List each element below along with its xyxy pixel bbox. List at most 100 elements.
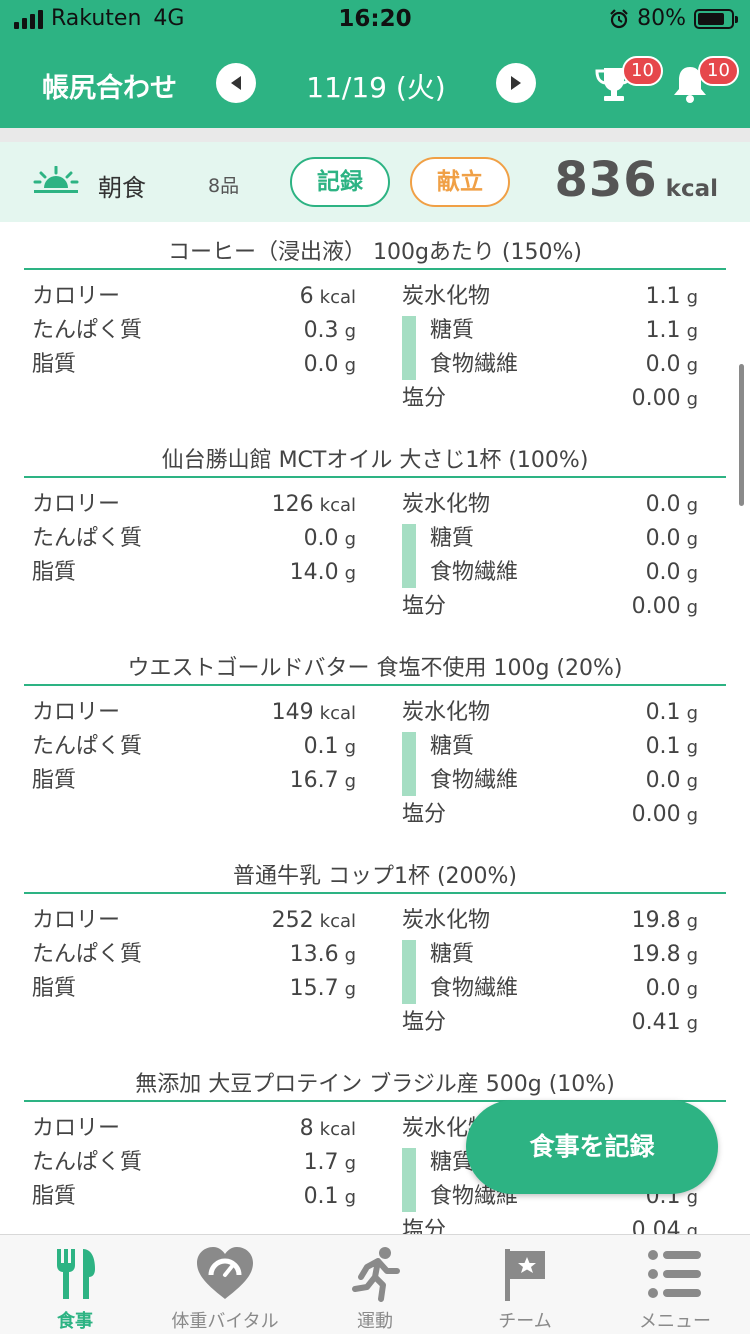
record-meal-button[interactable]: 食事を記録 bbox=[466, 1100, 718, 1194]
fiber-value: 0.0 g bbox=[646, 558, 698, 588]
carb-breakdown-bar bbox=[402, 940, 416, 1004]
food-title[interactable]: 無添加 大豆プロテイン ブラジル産 500g (10%) bbox=[135, 1072, 615, 1097]
fat-value: 14.0 g bbox=[290, 558, 356, 588]
sugar-value: 19.8 g bbox=[632, 940, 698, 970]
fiber-value-text: 0.0 bbox=[645, 976, 681, 1001]
food-item[interactable]: 仙台勝山館 MCTオイル 大さじ1杯 (100%) カロリー 126 kcal たんぱく… bbox=[0, 430, 750, 638]
status-right: 80% bbox=[609, 6, 738, 31]
salt-label-text: 塩分 bbox=[402, 802, 447, 827]
status-left: Rakuten 4G bbox=[14, 6, 184, 31]
salt-value-text: 0.41 bbox=[631, 1010, 681, 1035]
previous-day-button[interactable] bbox=[216, 63, 256, 103]
salt-value-text: 0.00 bbox=[631, 386, 681, 411]
calorie-label-text: カロリー bbox=[32, 284, 121, 309]
protein-value: 1.7 g bbox=[304, 1148, 356, 1178]
salt-value: 0.41 g bbox=[632, 1008, 698, 1038]
fat-value-text: 16.7 bbox=[289, 768, 339, 793]
sugar-label-text: 糖質 bbox=[430, 318, 475, 343]
carbs-label-text: 炭水化物 bbox=[402, 908, 491, 933]
fat-value-unit: g bbox=[344, 563, 356, 584]
tab-meal[interactable]: 食事 bbox=[0, 1235, 150, 1334]
current-date[interactable]: 11/19 (火) bbox=[306, 71, 446, 104]
carb-breakdown-bar bbox=[402, 732, 416, 796]
battery-percent: 80% bbox=[637, 6, 686, 31]
flag-icon bbox=[505, 1249, 545, 1301]
fat-label-text: 脂質 bbox=[32, 352, 77, 377]
fiber-value: 0.0 g bbox=[646, 766, 698, 796]
carbs-value-text: 1.1 bbox=[645, 284, 681, 309]
fat-value: 16.7 g bbox=[290, 766, 356, 796]
sugar-label: 糖質 bbox=[430, 732, 474, 762]
calorie-value-unit: kcal bbox=[319, 703, 356, 724]
tab-team-label: チーム bbox=[498, 1311, 552, 1332]
sugar-value-text: 0.1 bbox=[645, 734, 681, 759]
food-list[interactable]: コーヒー（浸出液） 100gあたり (150%) カロリー 6 kcal たんぱく質 0.… bbox=[0, 222, 750, 1234]
meal-item-count: 8品 bbox=[208, 175, 240, 197]
carbs-label: 炭水化物 bbox=[402, 698, 490, 728]
salt-label: 塩分 bbox=[402, 384, 446, 414]
salt-value-unit: g bbox=[686, 805, 698, 826]
tab-menu-label: メニュー bbox=[639, 1311, 711, 1332]
salt-value: 0.00 g bbox=[632, 800, 698, 830]
calorie-label-text: カロリー bbox=[32, 908, 121, 933]
protein-value-text: 0.3 bbox=[303, 318, 339, 343]
carbs-label: 炭水化物 bbox=[402, 490, 490, 520]
carbs-value: 19.8 g bbox=[632, 906, 698, 936]
food-title[interactable]: コーヒー（浸出液） 100gあたり (150%) bbox=[167, 240, 582, 265]
salt-value-text: 0.00 bbox=[631, 802, 681, 827]
protein-value: 0.3 g bbox=[304, 316, 356, 346]
fiber-value: 0.0 g bbox=[646, 974, 698, 1004]
sugar-value-text: 19.8 bbox=[631, 942, 681, 967]
salt-value-unit: g bbox=[686, 597, 698, 618]
record-button[interactable]: 記録 bbox=[290, 157, 390, 207]
fiber-value-unit: g bbox=[686, 563, 698, 584]
tab-weight-vital[interactable]: 体重バイタル bbox=[150, 1235, 300, 1334]
calorie-label: カロリー bbox=[32, 282, 120, 312]
next-day-button[interactable] bbox=[496, 63, 536, 103]
running-icon bbox=[352, 1247, 400, 1302]
sugar-value: 1.1 g bbox=[646, 316, 698, 346]
calorie-label: カロリー bbox=[32, 490, 120, 520]
carbs-value-text: 0.1 bbox=[645, 700, 681, 725]
food-item[interactable]: コーヒー（浸出液） 100gあたり (150%) カロリー 6 kcal たんぱく質 0.… bbox=[0, 222, 750, 430]
triangle-left-icon bbox=[231, 76, 241, 90]
fat-value: 15.7 g bbox=[290, 974, 356, 1004]
food-title[interactable]: 仙台勝山館 MCTオイル 大さじ1杯 (100%) bbox=[161, 448, 589, 473]
header-title[interactable]: 帳尻合わせ bbox=[42, 73, 177, 104]
trophy-button[interactable]: 10 bbox=[592, 56, 663, 108]
fat-value-unit: g bbox=[344, 355, 356, 376]
salt-label-text: 塩分 bbox=[402, 386, 447, 411]
calorie-value-text: 126 bbox=[271, 492, 314, 517]
protein-label: たんぱく質 bbox=[32, 524, 142, 554]
menu-plan-button[interactable]: 献立 bbox=[410, 157, 510, 207]
heart-scale-icon bbox=[197, 1247, 253, 1299]
calorie-value-text: 149 bbox=[271, 700, 314, 725]
carbs-label-text: 炭水化物 bbox=[402, 284, 491, 309]
food-title[interactable]: ウエストゴールドバター 食塩不使用 100g (20%) bbox=[127, 656, 623, 681]
notification-button[interactable]: 10 bbox=[668, 56, 739, 108]
tab-menu[interactable]: メニュー bbox=[600, 1235, 750, 1334]
scroll-indicator[interactable] bbox=[739, 364, 744, 506]
fiber-label: 食物繊維 bbox=[430, 350, 518, 380]
food-title[interactable]: 普通牛乳 コップ1杯 (200%) bbox=[232, 864, 518, 889]
tab-exercise[interactable]: 運動 bbox=[300, 1235, 450, 1334]
protein-label: たんぱく質 bbox=[32, 316, 142, 346]
food-item[interactable]: 普通牛乳 コップ1杯 (200%) カロリー 252 kcal たんぱく質 13.6 g 脂質… bbox=[0, 846, 750, 1054]
meal-total-kcal-unit: kcal bbox=[665, 176, 718, 202]
sugar-value-unit: g bbox=[686, 529, 698, 550]
fat-label: 脂質 bbox=[32, 350, 76, 380]
fat-label: 脂質 bbox=[32, 766, 76, 796]
carbs-value-text: 19.8 bbox=[631, 908, 681, 933]
fiber-label: 食物繊維 bbox=[430, 974, 518, 1004]
signal-icon bbox=[14, 9, 43, 29]
meal-total-calories: 836 kcal bbox=[554, 152, 718, 208]
food-item[interactable]: ウエストゴールドバター 食塩不使用 100g (20%) カロリー 149 kcal た… bbox=[0, 638, 750, 846]
salt-label: 塩分 bbox=[402, 1008, 446, 1038]
trophy-badge: 10 bbox=[622, 56, 663, 86]
protein-value-unit: g bbox=[344, 529, 356, 550]
food-divider bbox=[24, 684, 726, 686]
carbs-value: 1.1 g bbox=[646, 282, 698, 312]
fat-label: 脂質 bbox=[32, 974, 76, 1004]
tab-team[interactable]: チーム bbox=[450, 1235, 600, 1334]
salt-label: 塩分 bbox=[402, 592, 446, 622]
